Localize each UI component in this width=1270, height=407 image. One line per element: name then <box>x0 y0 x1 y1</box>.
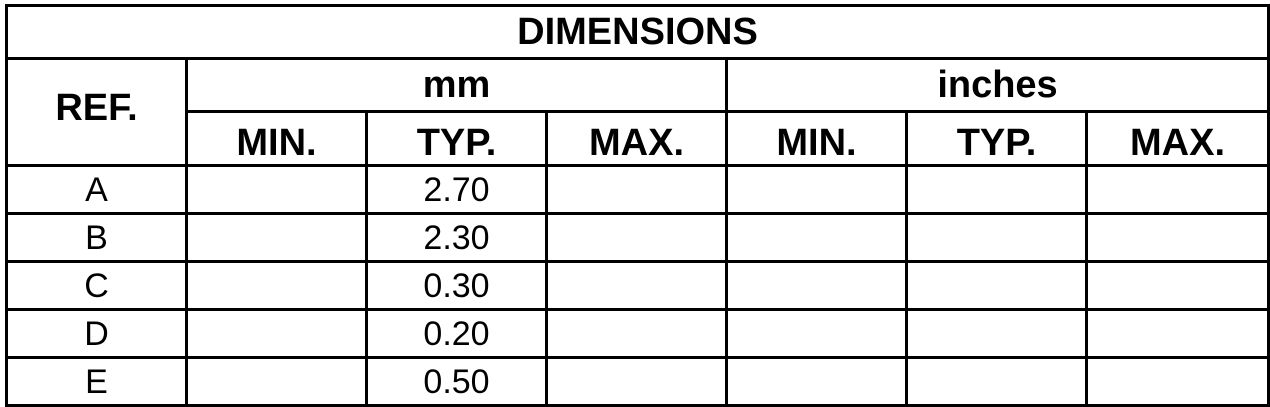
mm-group-header: mm <box>185 57 728 113</box>
cell-in-max <box>1084 356 1270 407</box>
cell-mm-min <box>185 212 368 263</box>
mm-typ-header: TYP. <box>365 110 548 167</box>
cell-in-min <box>725 260 908 311</box>
cell-ref: D <box>5 308 188 359</box>
cell-ref: E <box>5 356 188 407</box>
mm-min-header: MIN. <box>185 110 368 167</box>
cell-in-typ <box>905 308 1088 359</box>
table-row: C 0.30 <box>5 260 1270 311</box>
cell-in-min <box>725 308 908 359</box>
cell-ref: B <box>5 212 188 263</box>
in-min-header: MIN. <box>725 110 908 167</box>
table-title: DIMENSIONS <box>4 4 1270 60</box>
cell-mm-max <box>545 356 728 407</box>
cell-in-max <box>1084 260 1270 311</box>
cell-mm-max <box>545 164 728 215</box>
mm-max-header: MAX. <box>545 110 728 167</box>
cell-in-min <box>725 164 908 215</box>
cell-mm-min <box>185 260 368 311</box>
cell-mm-min <box>185 164 368 215</box>
in-max-header: MAX. <box>1084 110 1270 167</box>
cell-mm-max <box>545 260 728 311</box>
cell-in-min <box>725 212 908 263</box>
cell-in-max <box>1084 212 1270 263</box>
cell-in-typ <box>905 212 1088 263</box>
cell-ref: A <box>5 164 188 215</box>
cell-ref: C <box>5 260 188 311</box>
cell-in-max <box>1084 308 1270 359</box>
cell-mm-typ: 2.30 <box>365 212 548 263</box>
table-row: D 0.20 <box>5 308 1270 359</box>
cell-mm-max <box>545 308 728 359</box>
cell-in-typ <box>905 260 1088 311</box>
cell-mm-typ: 0.20 <box>365 308 548 359</box>
cell-mm-typ: 0.30 <box>365 260 548 311</box>
table-row: E 0.50 <box>5 356 1270 407</box>
cell-in-typ <box>905 356 1088 407</box>
ref-header: REF. <box>5 57 188 167</box>
table-row: B 2.30 <box>5 212 1270 263</box>
cell-mm-min <box>185 308 368 359</box>
dimensions-table: DIMENSIONS REF. mm inches MIN. TYP. MAX.… <box>4 4 1270 407</box>
cell-mm-max <box>545 212 728 263</box>
table-row: A 2.70 <box>5 164 1270 215</box>
cell-mm-typ: 2.70 <box>365 164 548 215</box>
in-typ-header: TYP. <box>905 110 1088 167</box>
cell-mm-min <box>185 356 368 407</box>
inches-group-header: inches <box>724 57 1270 113</box>
cell-in-typ <box>905 164 1088 215</box>
cell-in-min <box>725 356 908 407</box>
cell-mm-typ: 0.50 <box>365 356 548 407</box>
cell-in-max <box>1084 164 1270 215</box>
